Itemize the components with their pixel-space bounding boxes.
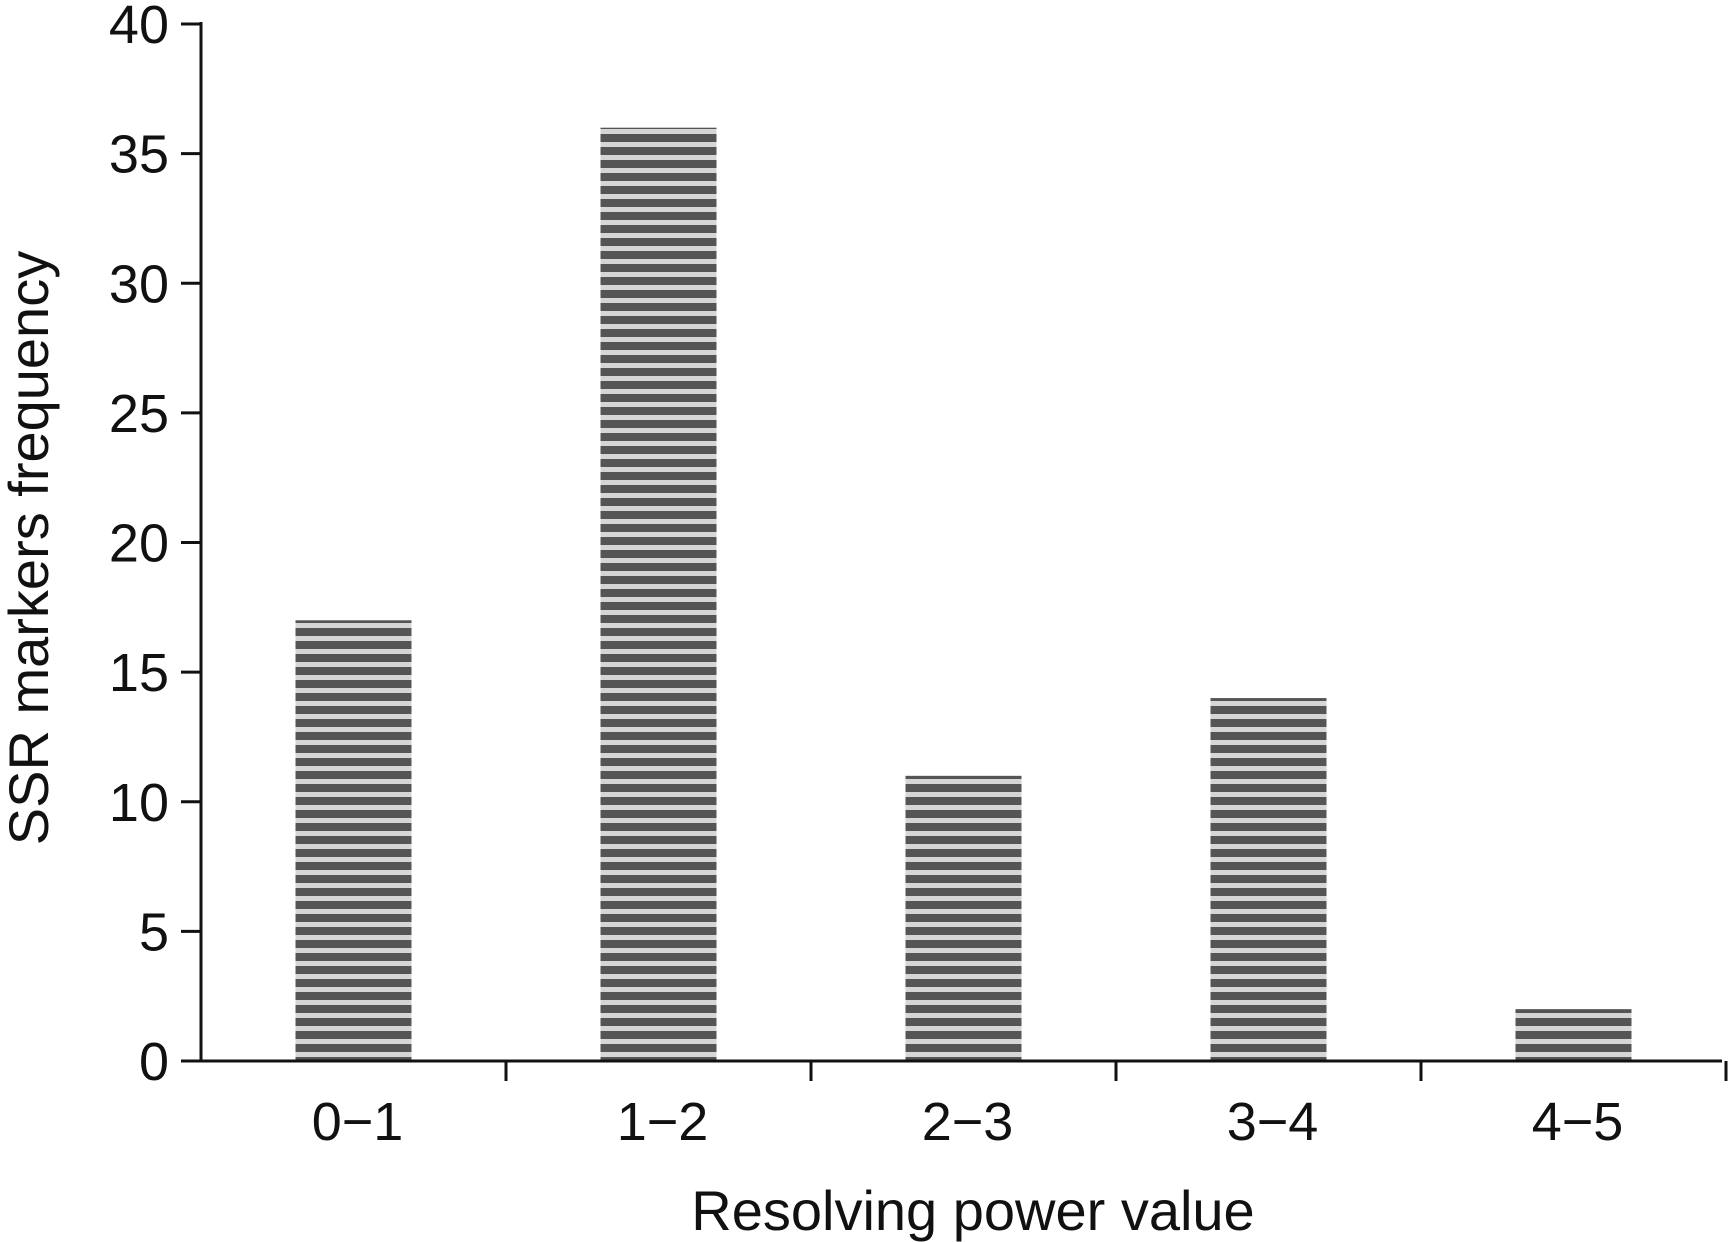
bar-4 (1515, 1009, 1632, 1061)
x-tick-label-4: 4−5 (1532, 1092, 1624, 1152)
y-tick-label-6: 30 (109, 254, 169, 314)
x-tick-label-2: 2−3 (922, 1092, 1014, 1152)
bar-1 (600, 127, 717, 1061)
y-tick-label-3: 15 (109, 643, 169, 703)
x-axis-label: Resolving power value (691, 1179, 1254, 1242)
bars-group (295, 127, 1632, 1061)
y-tick-label-5: 25 (109, 384, 169, 444)
y-axis-ticks: 0 5 10 15 20 25 30 35 40 (109, 0, 201, 1092)
bar-3 (1210, 698, 1327, 1061)
y-tick-label-8: 40 (109, 0, 169, 55)
y-tick-label-0: 0 (139, 1032, 169, 1092)
x-axis-ticks: 0−1 1−2 2−3 3−4 4−5 (312, 1061, 1728, 1152)
bar-2 (905, 775, 1022, 1061)
y-tick-label-4: 20 (109, 514, 169, 574)
x-tick-label-3: 3−4 (1227, 1092, 1319, 1152)
y-tick-label-7: 35 (109, 125, 169, 185)
y-tick-label-1: 5 (139, 902, 169, 962)
y-tick-label-2: 10 (109, 773, 169, 833)
y-axis-label: SSR markers frequency (0, 251, 60, 845)
x-tick-label-0: 0−1 (312, 1092, 404, 1152)
bar-0 (295, 620, 412, 1061)
x-tick-label-1: 1−2 (617, 1092, 709, 1152)
